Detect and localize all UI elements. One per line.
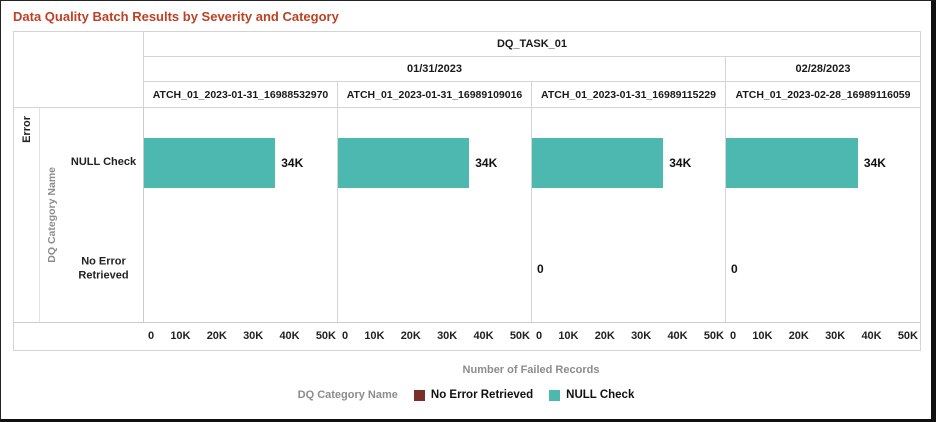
- category-axis-label: DQ Category Name: [40, 108, 64, 323]
- row-label-no-error-retrieved: No Error Retrieved: [78, 255, 129, 281]
- legend-label: No Error Retrieved: [430, 389, 534, 401]
- x-tick-label: 10K: [558, 330, 579, 342]
- x-axis-ticks: 0 10K 20K 30K 40K 50K: [338, 323, 532, 350]
- date-header-01-31-2023: 01/31/2023: [144, 57, 726, 82]
- x-tick-label: 10K: [752, 330, 773, 342]
- x-tick-label: 40K: [861, 330, 882, 342]
- legend-label: NULL Check: [566, 389, 635, 401]
- x-tick-label: 0: [342, 330, 349, 342]
- bar-value-label: 0: [537, 262, 544, 276]
- x-tick-label: 50K: [509, 330, 530, 342]
- x-axis-ticks: 0 10K 20K 30K 40K 50K: [532, 323, 726, 350]
- x-tick-label: 10K: [364, 330, 385, 342]
- bar-null-check[interactable]: [726, 138, 858, 188]
- row-label-null-check: NULL Check: [70, 156, 137, 169]
- x-tick-label: 30K: [437, 330, 458, 342]
- bar-value-label: 34K: [669, 156, 692, 170]
- legend-title: DQ Category Name: [297, 389, 398, 401]
- x-tick-label: 40K: [473, 330, 494, 342]
- x-tick-label: 30K: [631, 330, 652, 342]
- x-tick-label: 50K: [897, 330, 918, 342]
- bar-value-label: 34K: [863, 156, 886, 170]
- x-tick-label: 0: [148, 330, 155, 342]
- x-tick-label: 20K: [594, 330, 615, 342]
- tick-corner: [14, 323, 144, 350]
- x-tick-label: 10K: [170, 330, 191, 342]
- x-tick-label: 0: [730, 330, 737, 342]
- batch-header: ATCH_01_2023-01-31_16989115229: [532, 82, 726, 108]
- pivot-chart-table: DQ_TASK_01 01/31/2023 02/28/2023 ATCH_01…: [13, 31, 921, 351]
- category-axis-label-text: DQ Category Name: [46, 167, 58, 263]
- table-corner: [14, 32, 144, 108]
- batch-header: ATCH_01_2023-01-31_16988532970: [144, 82, 338, 108]
- bar-value-label: 34K: [281, 156, 304, 170]
- x-tick-label: 40K: [667, 330, 688, 342]
- category-row-labels: NULL Check No Error Retrieved: [64, 108, 144, 323]
- x-tick-label: 50K: [703, 330, 724, 342]
- legend: DQ Category Name No Error Retrieved NULL …: [13, 389, 919, 401]
- chart-panel: 34K 0: [726, 108, 920, 323]
- legend-swatch: [549, 389, 561, 401]
- bar-null-check[interactable]: [144, 138, 276, 188]
- chart-panel: 34K: [338, 108, 532, 323]
- severity-row-label: Error: [14, 108, 40, 323]
- x-tick-label: 50K: [315, 330, 336, 342]
- chart-panel: 34K: [144, 108, 338, 323]
- x-tick-label: 20K: [206, 330, 227, 342]
- date-header-02-28-2023: 02/28/2023: [726, 57, 920, 82]
- severity-label-text: Error: [20, 116, 33, 143]
- report-title: Data Quality Batch Results by Severity a…: [13, 9, 339, 24]
- task-header: DQ_TASK_01: [144, 32, 920, 57]
- legend-swatch: [413, 389, 425, 401]
- x-tick-label: 30K: [825, 330, 846, 342]
- bar-null-check[interactable]: [338, 138, 470, 188]
- legend-item-null-check[interactable]: NULL Check: [549, 389, 634, 401]
- legend-items: No Error Retrieved NULL Check: [413, 389, 634, 401]
- batch-header: ATCH_01_2023-02-28_16989116059: [726, 82, 920, 108]
- x-tick-label: 0: [536, 330, 543, 342]
- batch-header: ATCH_01_2023-01-31_16989109016: [338, 82, 532, 108]
- bar-value-label: 0: [731, 262, 738, 276]
- bar-null-check[interactable]: [532, 138, 664, 188]
- legend-item-no-error-retrieved[interactable]: No Error Retrieved: [413, 389, 534, 401]
- x-axis-title: Number of Failed Records: [462, 364, 600, 376]
- x-axis-ticks: 0 10K 20K 30K 40K 50K: [144, 323, 338, 350]
- x-axis-ticks: 0 10K 20K 30K 40K 50K: [726, 323, 920, 350]
- x-tick-label: 20K: [788, 330, 809, 342]
- bar-value-label: 34K: [475, 156, 498, 170]
- x-tick-label: 40K: [279, 330, 300, 342]
- x-tick-label: 20K: [400, 330, 421, 342]
- chart-panel: 34K 0: [532, 108, 726, 323]
- x-tick-label: 30K: [243, 330, 264, 342]
